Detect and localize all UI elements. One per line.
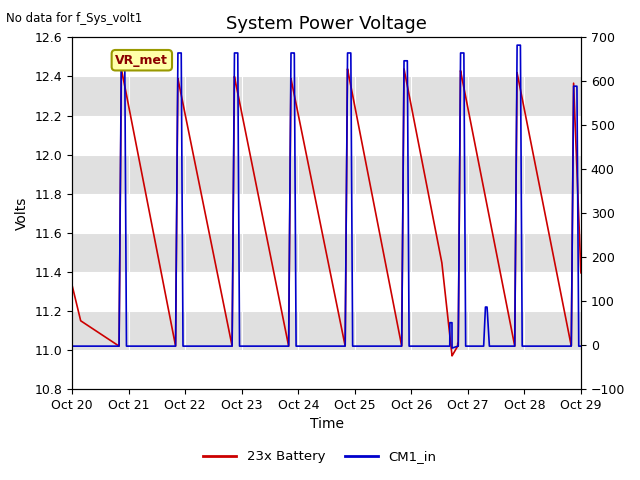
Bar — [72, 350, 581, 389]
Bar — [72, 116, 581, 155]
Text: VR_met: VR_met — [115, 54, 168, 67]
Text: No data for f_Sys_volt1: No data for f_Sys_volt1 — [6, 12, 143, 25]
Bar — [72, 272, 581, 311]
X-axis label: Time: Time — [310, 418, 344, 432]
Bar — [72, 311, 581, 350]
Bar — [72, 37, 581, 76]
Legend: 23x Battery, CM1_in: 23x Battery, CM1_in — [198, 445, 442, 468]
Title: System Power Voltage: System Power Voltage — [226, 15, 427, 33]
Bar — [72, 76, 581, 116]
Bar — [72, 155, 581, 194]
Bar — [72, 194, 581, 233]
Bar — [72, 233, 581, 272]
Y-axis label: Volts: Volts — [15, 196, 29, 230]
